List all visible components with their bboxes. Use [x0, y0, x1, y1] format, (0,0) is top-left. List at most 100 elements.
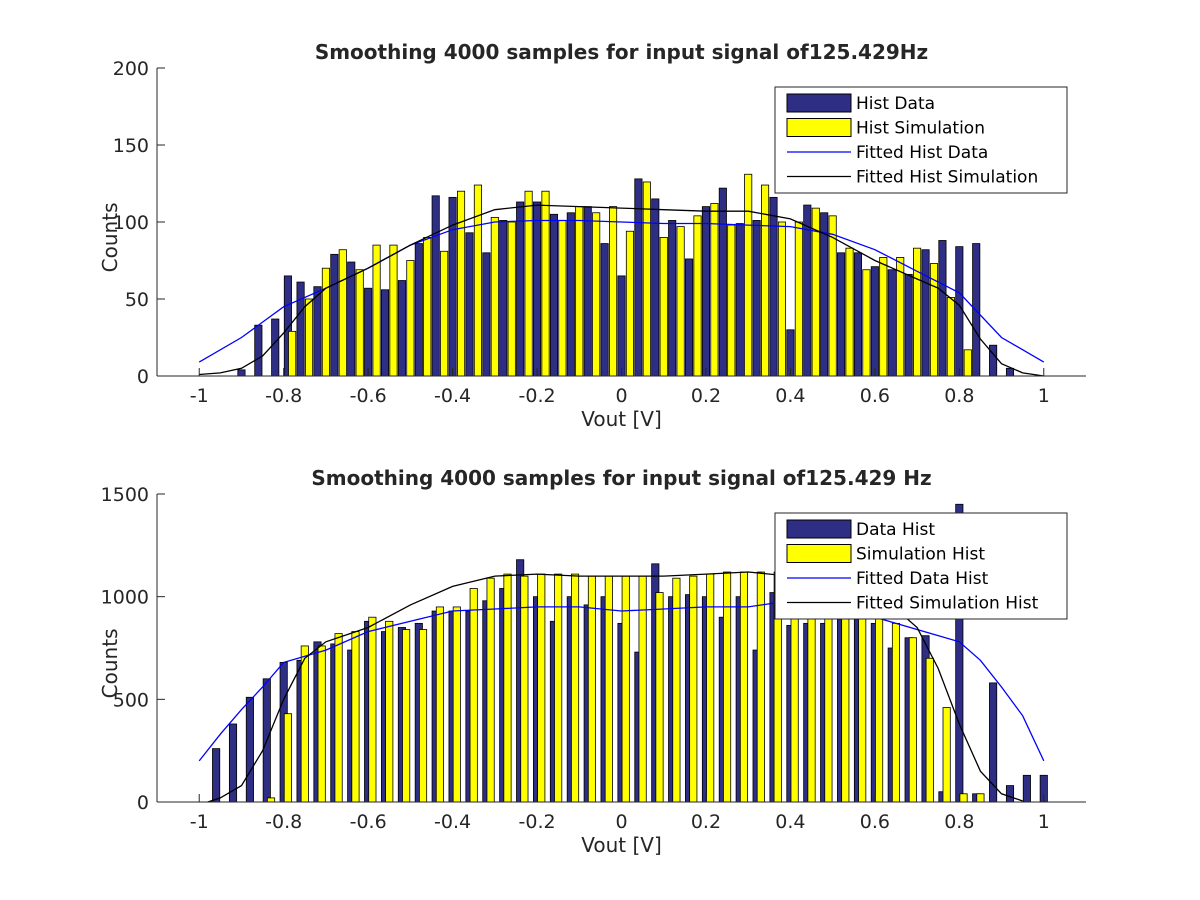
chart1-x-tick-label: 0.2 [691, 385, 721, 407]
chart2-legend: Data Hist Simulation Hist Fitted Data Hist… [774, 512, 1068, 620]
chart1-sim-bar [389, 244, 398, 377]
chart1-data-bar [600, 243, 609, 377]
chart2-x-tick-label: -0.8 [265, 811, 302, 833]
chart1-data-bar [938, 240, 947, 377]
chart1-fit-sim-line [199, 204, 1044, 377]
chart2-sim-bar [655, 592, 664, 803]
chart1-legend-label: Hist Simulation [856, 119, 985, 139]
chart2-sim-bar [435, 606, 444, 803]
chart1-data-bar [347, 261, 356, 377]
chart1-sim-bar [304, 298, 314, 377]
chart1-legend-label: Hist Data [856, 94, 935, 114]
chart1-sim-bar [777, 221, 787, 377]
chart1-x-tick-label: 0 [615, 385, 627, 407]
chart1-y-tick-label: 50 [125, 289, 149, 311]
chart2-legend-label: Fitted Data Hist [856, 569, 989, 589]
chart1-x-tick-label: 1 [1038, 385, 1050, 407]
chart1-sim-bar [913, 247, 922, 377]
chart1-x-tick-label: 0.6 [860, 385, 890, 407]
chart1-x-tick-label: -0.2 [519, 385, 556, 407]
chart1-data-bar [533, 201, 542, 377]
chart1-legend-swatch [786, 93, 852, 113]
chart2-sim-bar [942, 707, 951, 803]
chart1-x-tick-label: -0.6 [350, 385, 387, 407]
chart1-data-bar [752, 220, 761, 377]
chart2-sim-bar [672, 577, 681, 803]
chart1-sim-bar [963, 349, 972, 377]
chart1-data-bar [921, 249, 930, 377]
chart2-sim-bar [706, 573, 715, 803]
chart2-ylabel: Counts [98, 628, 122, 698]
chart1-data-bar [904, 273, 913, 377]
chart1-data-bar [820, 212, 829, 377]
chart2-legend-label: Fitted Simulation Hist [856, 594, 1039, 614]
chart2-sim-bar [520, 575, 529, 803]
chart1-sim-bar [423, 236, 432, 377]
chart1-legend-label: Fitted Hist Simulation [856, 168, 1038, 188]
chart2-data-bar [1005, 785, 1015, 803]
chart1-data-bar [364, 287, 373, 377]
chart1-data-bar [887, 269, 896, 377]
chart2-data-bar [212, 748, 221, 803]
chart1-data-bar [651, 198, 660, 377]
chart1-sim-bar [811, 207, 820, 377]
chart1-ylabel: Counts [98, 202, 122, 272]
chart2-sim-bar [418, 629, 428, 803]
chart2-sim-bar [537, 573, 546, 803]
chart1-data-bar [549, 213, 558, 377]
chart1-sim-bar [321, 267, 330, 377]
chart1-data-bar [685, 258, 694, 377]
chart1-data-bar [482, 252, 491, 377]
chart1-data-bar [254, 324, 263, 377]
chart1-data-bar [397, 280, 406, 377]
chart2-y-tick-label: 1500 [101, 484, 149, 506]
chart1-data-bar [330, 253, 339, 377]
chart1-data-bar [735, 223, 744, 377]
chart1-data-bar [499, 220, 508, 377]
chart1-x-tick-label: -1 [190, 385, 209, 407]
chart2-sim-bar [908, 637, 917, 803]
chart2-y-tick-label: 1000 [101, 587, 149, 609]
chart1-sim-bar [794, 221, 803, 377]
chart1-data-bar [431, 195, 440, 377]
chart1-sim-bar [490, 216, 499, 377]
chart1-y-tick-label: 100 [113, 212, 149, 234]
chart1-sim-bar [845, 247, 854, 377]
chart2-x-tick-label: -0.4 [434, 811, 471, 833]
chart2-sim-bar [790, 592, 799, 803]
chart2-sim-bar [858, 598, 867, 803]
chart1-y-tick-label: 0 [137, 366, 149, 388]
chart1-data-bar [566, 212, 575, 377]
chart2-x-tick-label: 0.8 [944, 811, 974, 833]
chart2-legend-label: Data Hist [856, 520, 935, 540]
chart1-data-bar [465, 232, 474, 377]
chart1-x-tick-label: 0.4 [775, 385, 805, 407]
chart1: -1 -0.8 -0.6 -0.4 -0.2 0 0.2 0.4 0.6 0.8 1 0 50 100 15… [98, 40, 1086, 431]
chart1-sim-bar [507, 221, 516, 377]
chart2-sim-bar [824, 596, 833, 803]
chart2-legend-label: Simulation Hist [856, 545, 985, 565]
chart1-data-bar [296, 281, 305, 377]
chart1-sim-bar [946, 297, 955, 377]
chart2-sim-bar [283, 713, 292, 803]
chart1-data-bar [769, 196, 778, 377]
chart2-sim-bar [317, 645, 326, 803]
chart1-sim-bar [828, 215, 837, 377]
chart1-data-bar [380, 289, 390, 377]
chart2-legend-swatch [786, 519, 852, 539]
chart1-data-bar [1005, 367, 1015, 377]
chart2-sim-bar [402, 629, 411, 803]
chart2-legend-swatch [786, 544, 852, 563]
chart1-data-bar [870, 266, 879, 377]
chart1-sim-bar [693, 215, 702, 377]
chart2-sim-bar [841, 596, 850, 803]
chart2-sim-bar [554, 573, 563, 803]
chart1-sim-bar [406, 260, 415, 377]
chart2-x-tick-label: -1 [190, 811, 209, 833]
chart2-sim-bar [334, 633, 343, 803]
chart2-sim-bar [976, 793, 985, 803]
chart2-sim-bar [266, 797, 276, 803]
chart1-y-tick-label: 150 [113, 135, 149, 157]
